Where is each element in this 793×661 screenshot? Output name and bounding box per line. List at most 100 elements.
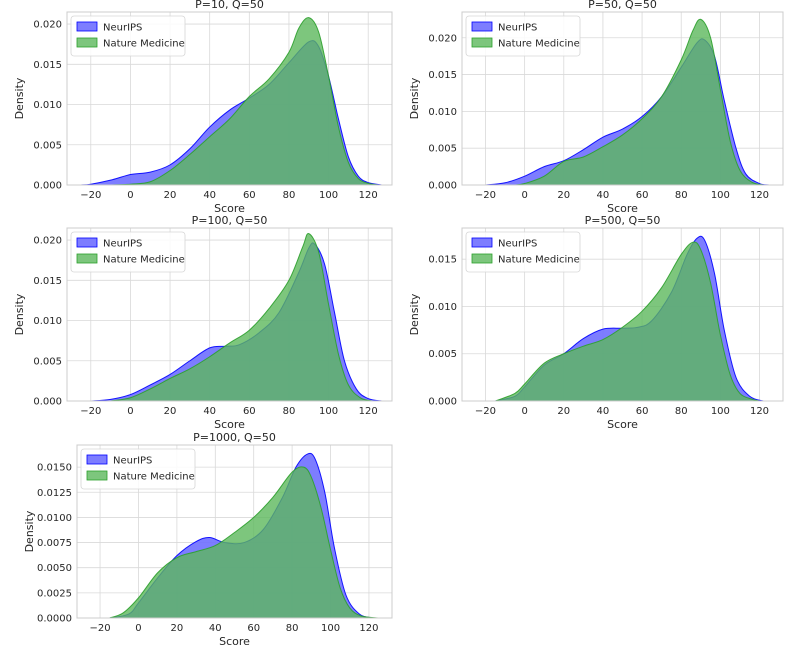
- legend-swatch: [76, 253, 98, 264]
- plot-frame: [66, 227, 393, 402]
- y-axis-label: Density: [408, 77, 421, 119]
- y-tick-label: 0.015: [428, 255, 457, 266]
- nature-medicine-density-area: [514, 19, 764, 186]
- x-tick-label: 120: [750, 190, 769, 201]
- nature-medicine-density-line: [110, 17, 379, 186]
- y-tick-label: 0.020: [33, 236, 62, 247]
- x-tick-label: 120: [359, 406, 378, 417]
- subplot-title: P=100, Q=50: [192, 214, 268, 227]
- x-tick-label: 20: [557, 190, 570, 201]
- y-axis-label: Density: [13, 293, 26, 335]
- y-tick-label: 0.005: [33, 140, 62, 151]
- y-tick-label: 0.0150: [37, 463, 72, 474]
- x-tick-label: 100: [319, 406, 338, 417]
- x-axis-label: Score: [214, 202, 245, 215]
- legend-swatch: [76, 21, 98, 32]
- legend-label: NeurIPS: [113, 456, 152, 467]
- x-tick-label: 80: [283, 406, 296, 417]
- legend: NeurIPS Nature Medicine: [80, 448, 196, 490]
- legend: NeurIPS Nature Medicine: [70, 231, 186, 273]
- x-tick-label: 0: [127, 406, 133, 417]
- subplot-5: −20 0 20 40 60 80 100 120 0.0000 0.0025 0.0050 0.00…: [23, 431, 393, 648]
- legend-label: Nature Medicine: [498, 39, 580, 50]
- y-tick-label: 0.020: [33, 20, 62, 31]
- x-axis-label: Score: [607, 418, 638, 431]
- x-tick-label: −20: [475, 190, 496, 201]
- y-tick-label: 0.010: [33, 316, 62, 327]
- x-tick-label: 40: [597, 190, 610, 201]
- y-tick-label: 0.0125: [37, 488, 72, 499]
- plot-frame: [461, 227, 784, 402]
- x-tick-label: 40: [209, 623, 222, 634]
- x-tick-label: 100: [711, 190, 730, 201]
- y-tick-label: 0.0100: [37, 513, 72, 524]
- subplot-title: P=50, Q=50: [588, 0, 657, 11]
- legend-swatch: [471, 253, 493, 264]
- x-tick-label: 120: [359, 190, 378, 201]
- x-tick-label: 60: [636, 406, 649, 417]
- legend-box: [70, 15, 186, 57]
- legend-swatch: [471, 21, 493, 32]
- x-tick-label: 40: [597, 406, 610, 417]
- x-tick-label: 20: [557, 406, 570, 417]
- subplot-title: P=1000, Q=50: [193, 431, 276, 444]
- x-tick-label: 20: [171, 623, 184, 634]
- legend-label: Nature Medicine: [103, 255, 185, 266]
- x-tick-label: −20: [80, 406, 101, 417]
- x-tick-label: 0: [127, 190, 133, 201]
- x-tick-label: −20: [475, 406, 496, 417]
- y-tick-label: 0.005: [428, 144, 457, 155]
- subplot-3: −20 0 20 40 60 80 100 120 0.000 0.005 0.010 0.015 0.…: [13, 214, 393, 431]
- subplot-1: −20 0 20 40 60 80 100 120 0.000 0.005 0.010 0.015 0.…: [13, 0, 393, 215]
- y-tick-label: 0.0025: [37, 588, 72, 599]
- x-axis-label: Score: [607, 202, 638, 215]
- x-tick-label: 0: [521, 190, 527, 201]
- plot-frame: [461, 11, 784, 186]
- legend-swatch: [76, 37, 98, 48]
- legend-box: [465, 231, 581, 273]
- y-tick-label: 0.015: [33, 276, 62, 287]
- legend-label: NeurIPS: [103, 23, 142, 34]
- y-tick-label: 0.020: [428, 33, 457, 44]
- y-tick-label: 0.000: [428, 397, 457, 408]
- x-tick-label: 60: [243, 406, 256, 417]
- nature-medicine-density-line: [110, 233, 373, 402]
- x-tick-label: 80: [675, 406, 688, 417]
- x-tick-label: 100: [711, 406, 730, 417]
- legend-box: [465, 15, 581, 57]
- legend-label: Nature Medicine: [103, 39, 185, 50]
- y-tick-label: 0.015: [428, 70, 457, 81]
- legend-label: NeurIPS: [498, 23, 537, 34]
- x-tick-label: 120: [750, 406, 769, 417]
- y-tick-label: 0.010: [33, 100, 62, 111]
- x-axis-label: Score: [219, 635, 250, 648]
- y-tick-label: 0.010: [428, 107, 457, 118]
- x-tick-label: 0: [521, 406, 527, 417]
- subplot-2: −20 0 20 40 60 80 100 120 0.000 0.005 0.010 0.015 0.…: [408, 0, 784, 215]
- y-axis-label: Density: [13, 77, 26, 119]
- subplot-title: P=10, Q=50: [195, 0, 264, 11]
- plot-frame: [76, 444, 393, 619]
- y-tick-label: 0.005: [33, 356, 62, 367]
- x-tick-label: 20: [164, 190, 177, 201]
- x-tick-label: 40: [203, 190, 216, 201]
- y-tick-label: 0.000: [33, 397, 62, 408]
- legend-label: Nature Medicine: [498, 255, 580, 266]
- x-tick-label: −20: [80, 190, 101, 201]
- nature-medicine-density-area: [495, 241, 760, 401]
- x-tick-label: 100: [321, 623, 340, 634]
- x-tick-label: −20: [89, 623, 110, 634]
- x-axis-label: Score: [214, 418, 245, 431]
- y-tick-label: 0.000: [428, 181, 457, 192]
- y-tick-label: 0.005: [428, 349, 457, 360]
- legend-swatch: [471, 37, 493, 48]
- nature-medicine-density-area: [109, 466, 379, 618]
- y-tick-label: 0.0000: [37, 614, 72, 625]
- y-tick-label: 0.0075: [37, 538, 72, 549]
- legend-box: [80, 448, 196, 490]
- x-tick-label: 60: [243, 190, 256, 201]
- nature-medicine-density-area: [110, 233, 373, 401]
- legend-swatch: [76, 237, 98, 248]
- legend: NeurIPS Nature Medicine: [70, 15, 186, 57]
- plot-frame: [66, 11, 393, 186]
